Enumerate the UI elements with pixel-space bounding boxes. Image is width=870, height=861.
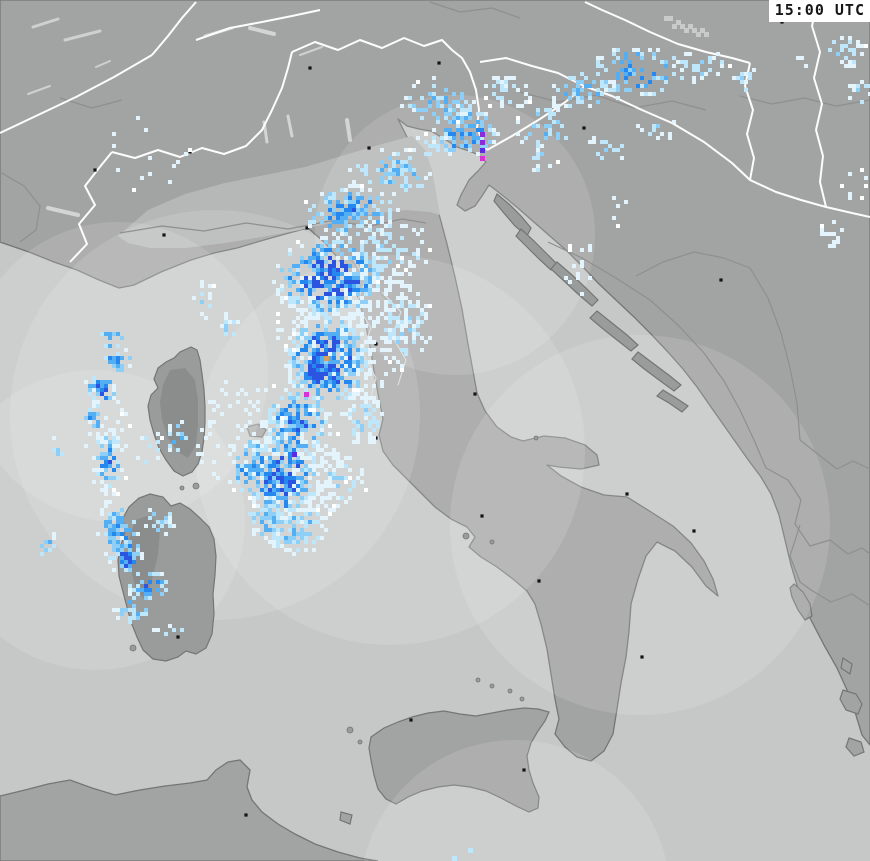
timestamp-badge: 15:00 UTC: [768, 0, 870, 22]
